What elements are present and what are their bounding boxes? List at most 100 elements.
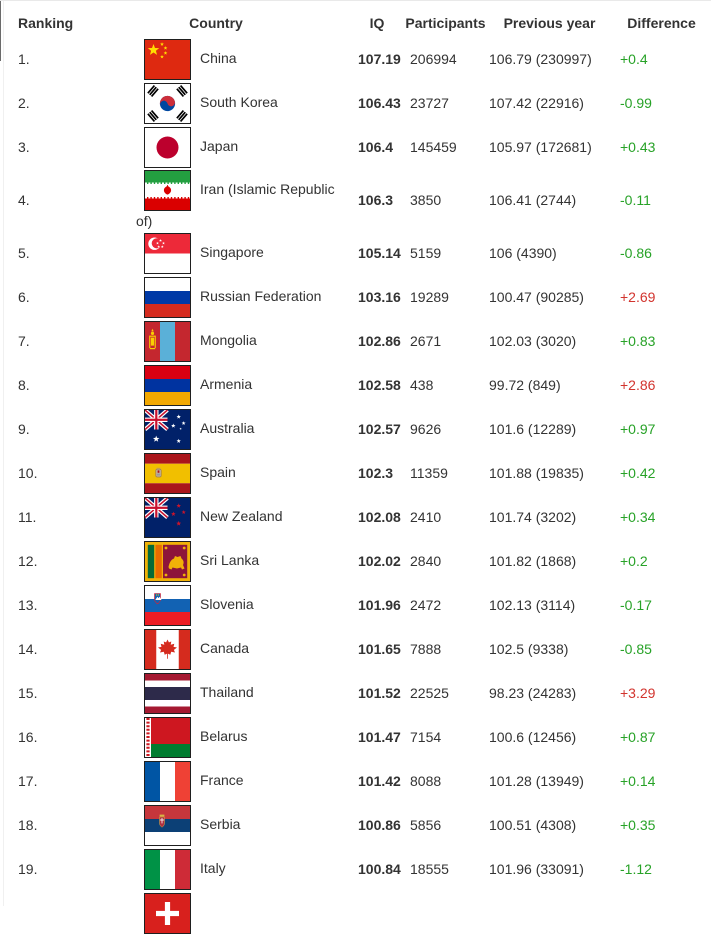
previous-year-cell: 101.74 (3202) (489, 509, 577, 525)
participants-cell: 2410 (410, 509, 442, 525)
country-name: New Zealand (200, 507, 283, 524)
previous-year-cell: 101.6 (12289) (489, 421, 577, 437)
rank-cell: 1. (18, 51, 30, 67)
column-header-difference[interactable]: Difference (627, 14, 696, 31)
rank-cell: 16. (18, 729, 38, 745)
iq-cell: 100.84 (358, 861, 401, 877)
country-cell: China (136, 37, 350, 81)
participants-cell (404, 891, 487, 935)
rank-cell: 6. (18, 289, 30, 305)
participants-cell: 11359 (410, 465, 448, 481)
iq-cell: 100.86 (358, 817, 401, 833)
table-row: 13. Slovenia 101.96 2472 102.13 (3114) -… (0, 583, 711, 627)
france-flag-icon (144, 760, 191, 802)
country-cell: Belarus (136, 715, 350, 759)
previous-year-cell: 107.42 (22916) (489, 95, 584, 111)
country-cell: Mongolia (136, 319, 350, 363)
difference-cell: +0.42 (620, 465, 656, 481)
table-body: 1. China 107.19 206994 106.79 (230997) +… (0, 37, 711, 935)
singapore-flag-icon (144, 232, 191, 274)
armenia-flag-icon (144, 364, 191, 406)
participants-cell: 2840 (410, 553, 442, 569)
iq-cell: 101.47 (358, 729, 401, 745)
country-cell: Sri Lanka (136, 539, 350, 583)
country-name: Iran (Islamic Republic of) (136, 181, 335, 229)
rank-cell: 17. (18, 773, 38, 789)
country-name: Serbia (200, 815, 241, 832)
difference-cell: -0.85 (620, 641, 652, 657)
table-row: 14. Canada 101.65 7888 102.5 (9338) -0.8… (0, 627, 711, 671)
rank-cell: 9. (18, 421, 30, 437)
country-name: South Korea (200, 93, 278, 110)
rank-cell: 10. (18, 465, 38, 481)
iran-flag-icon (144, 170, 191, 211)
column-header-iq[interactable]: IQ (369, 14, 385, 31)
country-cell: Japan (136, 125, 350, 169)
previous-year-cell: 100.51 (4308) (489, 817, 577, 833)
difference-cell: -0.99 (620, 95, 652, 111)
table-row: 3. Japan 106.4 145459 105.97 (172681) +0… (0, 125, 711, 169)
difference-cell: +0.83 (620, 333, 656, 349)
rank-cell: 2. (18, 95, 30, 111)
italy-flag-icon (144, 848, 191, 890)
serbia-flag-icon (144, 804, 191, 846)
country-name: Thailand (200, 683, 254, 700)
difference-cell: +0.87 (620, 729, 656, 745)
previous-year-cell: 100.47 (90285) (489, 289, 584, 305)
table-row: 19. Italy 100.84 18555 101.96 (33091) -1… (0, 847, 711, 891)
country-cell: New Zealand (136, 495, 350, 539)
table-row: 6. Russian Federation 103.16 19289 100.4… (0, 275, 711, 319)
difference-cell: +0.43 (620, 139, 656, 155)
participants-cell: 438 (410, 377, 434, 393)
iq-cell: 105.14 (358, 245, 401, 261)
canada-flag-icon (144, 628, 191, 670)
previous-year-cell: 105.97 (172681) (489, 139, 592, 155)
difference-cell: -0.11 (620, 192, 651, 208)
previous-year-cell: 99.72 (849) (489, 377, 561, 393)
country-name: France (200, 771, 244, 788)
table-row: 2. South Korea 106.43 23727 107.42 (2291… (0, 81, 711, 125)
country-cell: Thailand (136, 671, 350, 715)
column-header-previous-year[interactable]: Previous year (503, 14, 596, 31)
iq-cell: 101.42 (358, 773, 401, 789)
rank-cell: 12. (18, 553, 38, 569)
country-cell: Iran (Islamic Republic of) (136, 169, 350, 231)
rank-cell: 11. (18, 509, 37, 525)
southkorea-flag-icon (144, 82, 191, 124)
difference-cell (612, 891, 711, 935)
rank-cell (0, 891, 136, 935)
difference-cell: +3.29 (620, 685, 656, 701)
participants-cell: 3850 (410, 192, 442, 208)
difference-cell: +0.2 (620, 553, 648, 569)
previous-year-cell: 106.41 (2744) (489, 192, 577, 208)
belarus-flag-icon (144, 716, 191, 758)
rank-cell: 19. (18, 861, 38, 877)
country-name: Sri Lanka (200, 551, 260, 568)
table-row (0, 891, 711, 935)
newzealand-flag-icon (144, 496, 191, 538)
rank-cell: 18. (18, 817, 38, 833)
column-header-ranking[interactable]: Ranking (18, 14, 74, 31)
previous-year-cell: 106 (4390) (489, 245, 557, 261)
country-cell: France (136, 759, 350, 803)
difference-cell: -1.12 (620, 861, 652, 877)
participants-cell: 19289 (410, 289, 449, 305)
table-row: 15. Thailand 101.52 22525 98.23 (24283) … (0, 671, 711, 715)
column-header-participants[interactable]: Participants (405, 14, 486, 31)
country-cell: Spain (136, 451, 350, 495)
russia-flag-icon (144, 276, 191, 318)
difference-cell: +0.97 (620, 421, 656, 437)
participants-cell: 23727 (410, 95, 449, 111)
table-row: 8. Armenia 102.58 438 99.72 (849) +2.86 (0, 363, 711, 407)
rank-cell: 15. (18, 685, 38, 701)
previous-year-cell: 101.82 (1868) (489, 553, 577, 569)
column-header-country[interactable]: Country (189, 14, 243, 31)
iq-cell: 102.57 (358, 421, 401, 437)
slovenia-flag-icon (144, 584, 191, 626)
table-row: 18. Serbia 100.86 5856 100.51 (4308) +0.… (0, 803, 711, 847)
iq-cell: 106.3 (358, 192, 394, 208)
iq-cell: 101.96 (358, 597, 401, 613)
participants-cell: 18555 (410, 861, 449, 877)
country-name: Slovenia (200, 595, 254, 612)
